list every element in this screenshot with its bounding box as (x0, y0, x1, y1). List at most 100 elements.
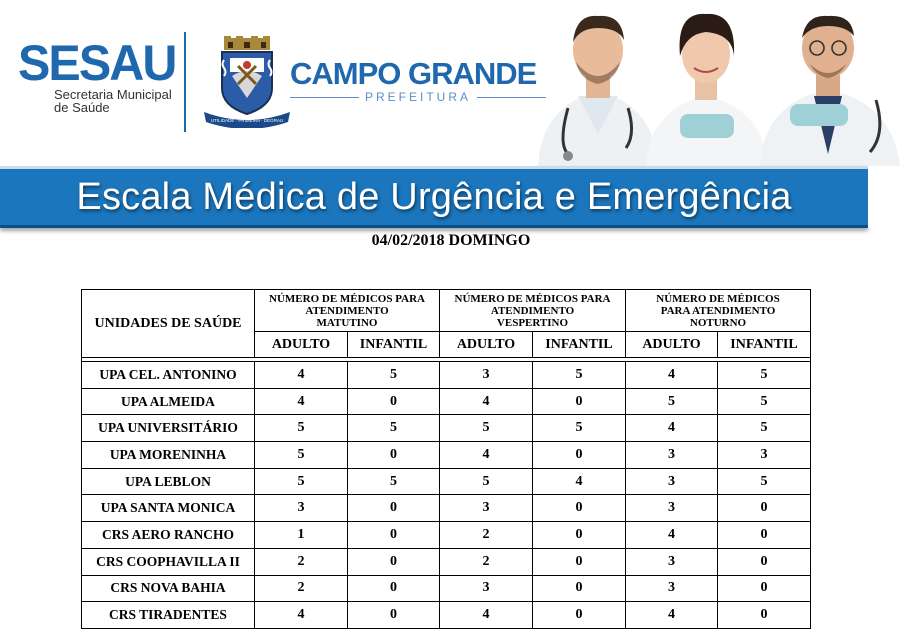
doctors-photo (538, 13, 900, 166)
doctor-count-cell: 5 (716, 361, 812, 389)
campo-grande-logo: CAMPO GRANDE PREFEITURA (290, 58, 547, 104)
crest-motto: UTILIDADE · PRIMEIRA · DEGRAU (211, 118, 283, 123)
doctor-count-cell: 3 (439, 494, 533, 523)
sub-header-adulto: ADULTO (439, 331, 533, 358)
city-subtitle-rule-left (290, 96, 359, 98)
doctor-count-cell: 4 (254, 361, 348, 389)
doctor-count-cell: 5 (716, 467, 812, 496)
table-row: CRS NOVA BAHIA 2 0 3 0 3 0 (81, 574, 812, 603)
doctor-count-cell: 5 (439, 467, 533, 496)
table-row: CRS AERO RANCHO 1 0 2 0 4 0 (81, 521, 812, 549)
title-banner: Escala Médica de Urgência e Emergência (0, 166, 868, 228)
unit-name-cell: CRS NOVA BAHIA (81, 574, 255, 603)
city-subtitle: PREFEITURA (365, 90, 472, 104)
banner-edge (868, 166, 902, 228)
sesau-subtitle-line2: de Saúde (54, 100, 110, 115)
doctor-count-cell: 5 (347, 361, 440, 389)
group-header-matutino: NÚMERO DE MÉDICOS PARA ATENDIMENTO MATUT… (254, 289, 440, 332)
doctor-count-cell: 4 (254, 601, 348, 629)
doctor-count-cell: 4 (254, 387, 348, 416)
table-row: CRS TIRADENTES 4 0 4 0 4 0 (81, 601, 812, 629)
banner-title: Escala Médica de Urgência e Emergência (76, 175, 792, 218)
schedule-table: UNIDADES DE SAÚDE NÚMERO DE MÉDICOS PARA… (80, 289, 812, 629)
logo-divider (184, 32, 186, 132)
sub-header-infantil: INFANTIL (347, 331, 440, 358)
doctor-count-cell: 2 (439, 547, 533, 576)
group-header-line: VESPERTINO (496, 316, 569, 329)
table-row: UPA SANTA MONICA 3 0 3 0 3 0 (81, 494, 812, 523)
unit-name-cell: UPA LEBLON (81, 467, 255, 496)
city-subtitle-rule-right (477, 96, 547, 98)
doctor-count-cell: 2 (254, 574, 348, 603)
doctor-count-cell: 5 (625, 387, 718, 416)
group-header-line: ATENDIMENTO (305, 304, 389, 317)
doctor-count-cell: 5 (347, 414, 440, 443)
doctor-count-cell: 0 (347, 387, 440, 416)
doctor-count-cell: 3 (716, 441, 812, 469)
table-body: UPA CEL. ANTONINO 4 5 3 5 4 5 UPA ALMEIDA 4 0 4 0 5 5… (81, 361, 812, 629)
doctor-count-cell: 0 (532, 494, 626, 523)
doctor-male-right (760, 15, 900, 166)
doctor-count-cell: 0 (716, 494, 812, 523)
schedule-date: 04/02/2018 DOMINGO (371, 232, 531, 249)
table-row: CRS COOPHAVILLA II 2 0 2 0 3 0 (81, 547, 812, 576)
doctor-count-cell: 0 (716, 601, 812, 629)
doctor-count-cell: 0 (532, 547, 626, 576)
doctor-male-left (538, 15, 658, 166)
doctor-count-cell: 4 (439, 387, 533, 416)
doctor-count-cell: 3 (625, 547, 718, 576)
table-row: UPA UNIVERSITÁRIO 5 5 5 5 4 5 (81, 414, 812, 443)
doctor-count-cell: 3 (625, 574, 718, 603)
sub-header-adulto: ADULTO (254, 331, 348, 358)
group-header-line: NÚMERO DE MÉDICOS PARA (269, 292, 425, 305)
doctor-count-cell: 0 (532, 601, 626, 629)
sesau-logo: SESAU Secretaria Municipal de Saúde (18, 38, 180, 114)
unit-name-cell: CRS COOPHAVILLA II (81, 547, 255, 576)
doctor-count-cell: 0 (716, 521, 812, 549)
doctor-count-cell: 5 (532, 414, 626, 443)
unit-name-cell: UPA SANTA MONICA (81, 494, 255, 523)
doctor-count-cell: 3 (439, 574, 533, 603)
doctor-count-cell: 3 (625, 494, 718, 523)
group-header-line: NÚMERO DE MÉDICOS PARA (454, 292, 611, 305)
doctor-count-cell: 2 (254, 547, 348, 576)
doctor-count-cell: 0 (532, 387, 626, 416)
unit-name-cell: UPA CEL. ANTONINO (81, 361, 255, 389)
doctor-count-cell: 4 (439, 441, 533, 469)
doctor-count-cell: 5 (347, 467, 440, 496)
sub-header-infantil: INFANTIL (532, 331, 626, 358)
doctor-count-cell: 5 (254, 414, 348, 443)
unit-name-cell: CRS TIRADENTES (81, 601, 255, 629)
group-header-vespertino: NÚMERO DE MÉDICOS PARA ATENDIMENTO VESPE… (439, 289, 626, 332)
unit-name-cell: UPA UNIVERSITÁRIO (81, 414, 255, 443)
table-row: UPA ALMEIDA 4 0 4 0 5 5 (81, 387, 812, 416)
doctor-count-cell: 5 (439, 414, 533, 443)
doctor-count-cell: 0 (532, 574, 626, 603)
doctor-count-cell: 0 (532, 441, 626, 469)
table-row: UPA LEBLON 5 5 5 4 3 5 (81, 467, 812, 496)
doctor-count-cell: 4 (439, 601, 533, 629)
doctor-count-cell: 0 (347, 494, 440, 523)
doctor-count-cell: 0 (532, 521, 626, 549)
doctor-count-cell: 1 (254, 521, 348, 549)
group-header-line: NOTURNO (689, 316, 747, 329)
sesau-subtitle-line1: Secretaria Municipal (54, 87, 172, 102)
doctor-female-middle (646, 13, 768, 166)
unit-name-cell: CRS AERO RANCHO (81, 521, 255, 549)
table-group-header-row: UNIDADES DE SAÚDE NÚMERO DE MÉDICOS PARA… (81, 289, 812, 358)
table-spacer-row (80, 357, 812, 362)
city-crest-icon: UTILIDADE · PRIMEIRA · DEGRAU (204, 36, 290, 128)
doctor-count-cell: 3 (254, 494, 348, 523)
table-row: UPA MORENINHA 5 0 4 0 3 3 (81, 441, 812, 469)
group-header-line: MATUTINO (316, 316, 378, 329)
doctor-count-cell: 4 (625, 521, 718, 549)
sub-header-adulto: ADULTO (625, 331, 718, 358)
sesau-subtitle: Secretaria Municipal de Saúde (54, 88, 180, 114)
doctor-count-cell: 5 (532, 361, 626, 389)
doctor-count-cell: 0 (347, 601, 440, 629)
doctor-count-cell: 3 (439, 361, 533, 389)
doctor-count-cell: 5 (716, 414, 812, 443)
table-sub-header-row: ADULTO INFANTIL ADULTO INFANTIL ADULTO I… (82, 331, 812, 358)
doctor-count-cell: 0 (716, 547, 812, 576)
doctor-count-cell: 0 (716, 574, 812, 603)
